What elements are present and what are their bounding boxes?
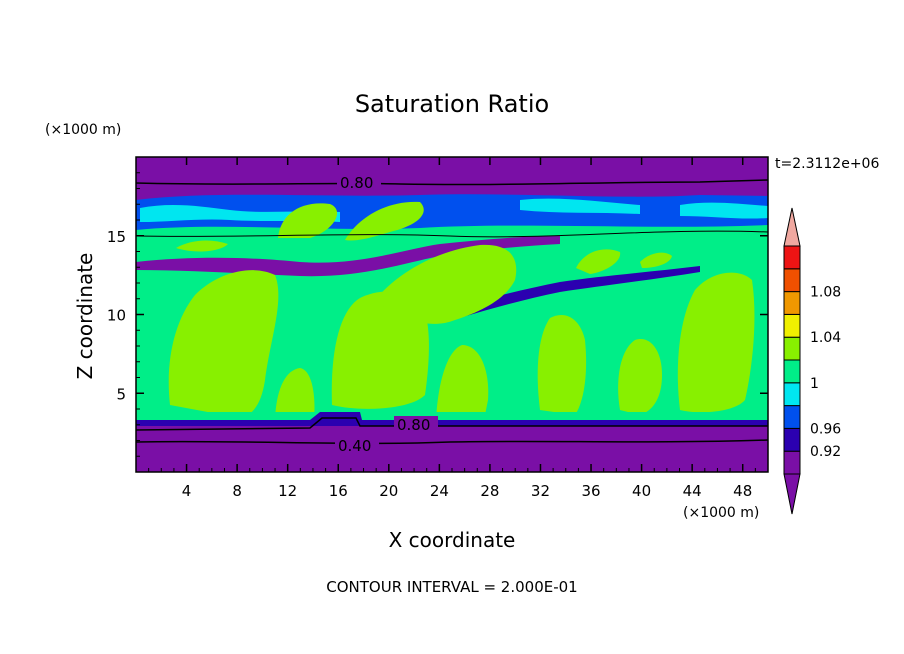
x-axis-unit: (×1000 m) bbox=[683, 505, 759, 521]
x-tick-label: 28 bbox=[480, 482, 499, 500]
colorbar-label: 1.04 bbox=[810, 330, 841, 346]
x-tick-label: 12 bbox=[278, 482, 297, 500]
field-lime-cell-5 bbox=[618, 339, 662, 415]
field-upper-lime-2 bbox=[345, 201, 424, 241]
field-lime-cell-4 bbox=[537, 314, 587, 415]
field-lime-cell-2 bbox=[331, 291, 429, 409]
contour-label-2: 0.40 bbox=[338, 437, 371, 455]
y-axis: 5 10 15 bbox=[107, 172, 768, 457]
y-tick-label: 10 bbox=[107, 307, 126, 325]
colorbar-bin bbox=[783, 405, 801, 429]
colorbar-bin bbox=[783, 291, 801, 315]
colorbar-label: 1.08 bbox=[810, 285, 841, 301]
field-lime-cell-3 bbox=[375, 244, 517, 324]
colorbar-bin bbox=[783, 268, 801, 293]
y-axis-unit: (×1000 m) bbox=[45, 122, 121, 138]
contour-label-1: 0.80 bbox=[397, 416, 430, 434]
colorbar-bin bbox=[783, 336, 801, 361]
colorbar-bin bbox=[783, 450, 801, 475]
chart-title: Saturation Ratio bbox=[355, 90, 549, 118]
colorbar-bin bbox=[783, 382, 801, 407]
y-axis-label: Z coordinate bbox=[73, 253, 97, 380]
field-upper-cyan-3 bbox=[680, 202, 768, 219]
x-tick-label: 20 bbox=[379, 482, 398, 500]
field-lower-green bbox=[136, 412, 768, 422]
x-tick-label: 40 bbox=[632, 482, 651, 500]
colorbar-bin bbox=[783, 313, 801, 338]
time-label: t=2.3112e+06 bbox=[775, 156, 879, 172]
colorbar-label: 1 bbox=[810, 376, 819, 392]
field-upper-lime-right-2 bbox=[640, 252, 672, 268]
contour-interval-note: CONTOUR INTERVAL = 2.000E-01 bbox=[326, 578, 577, 596]
field-mid-blue-streak bbox=[440, 266, 700, 322]
y-tick-label: 15 bbox=[107, 228, 126, 246]
colorbar: 1.08 1.04 1 0.96 0.92 bbox=[783, 207, 841, 515]
field-lower-blue bbox=[136, 412, 768, 426]
x-tick-label: 32 bbox=[531, 482, 550, 500]
contour-label-0: 0.80 bbox=[340, 174, 373, 192]
x-axis-label: X coordinate bbox=[389, 528, 516, 552]
field-mid-purple-streak bbox=[136, 236, 560, 277]
contour-line-upper bbox=[136, 179, 768, 186]
contour-line-lower-2 bbox=[136, 439, 768, 445]
field-upper-lime-3 bbox=[176, 240, 228, 252]
colorbar-over-arrow bbox=[783, 207, 801, 247]
field-lime-cell-6 bbox=[677, 272, 755, 413]
x-tick-label: 4 bbox=[182, 482, 192, 500]
colorbar-under-arrow bbox=[783, 473, 801, 515]
field-upper-lime-1 bbox=[278, 203, 338, 238]
x-tick-label: 44 bbox=[683, 482, 702, 500]
x-tick-label: 48 bbox=[733, 482, 752, 500]
field-lime-low-2 bbox=[275, 368, 315, 420]
field-upper-cyan-2 bbox=[520, 198, 640, 214]
x-axis: 4 8 12 16 20 24 28 32 36 40 44 48 bbox=[148, 157, 756, 500]
x-tick-label: 36 bbox=[581, 482, 600, 500]
colorbar-label: 0.96 bbox=[810, 421, 841, 437]
field-upper-lime-right-1 bbox=[576, 249, 621, 274]
contour-line-mid bbox=[136, 230, 768, 238]
field-lime-low-1 bbox=[436, 345, 489, 420]
x-tick-label: 16 bbox=[329, 482, 348, 500]
plot-area bbox=[136, 157, 768, 472]
colorbar-bin bbox=[783, 427, 801, 452]
x-tick-label: 8 bbox=[232, 482, 242, 500]
x-tick-label: 24 bbox=[430, 482, 449, 500]
field-lime-cell-1 bbox=[168, 270, 279, 418]
colorbar-bin bbox=[783, 359, 801, 384]
y-tick-label: 5 bbox=[116, 385, 126, 403]
contour-labels: 0.80 0.80 0.40 bbox=[335, 174, 438, 455]
colorbar-label: 0.92 bbox=[810, 444, 841, 460]
colorbar-bin bbox=[783, 245, 801, 270]
